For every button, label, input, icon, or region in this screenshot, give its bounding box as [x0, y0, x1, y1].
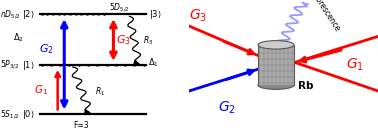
Text: $R_1$: $R_1$ [95, 85, 105, 98]
Text: $G_1$: $G_1$ [34, 83, 48, 97]
Text: F=3: F=3 [73, 121, 89, 130]
Text: $G_2$: $G_2$ [39, 43, 54, 56]
Polygon shape [258, 45, 294, 85]
Text: $\Delta_1$: $\Delta_1$ [148, 56, 158, 69]
Text: $|1\rangle$: $|1\rangle$ [22, 58, 34, 72]
Text: $|0\rangle$: $|0\rangle$ [22, 108, 34, 121]
Text: $nD_{5/2}$: $nD_{5/2}$ [0, 8, 21, 21]
Text: $5S_{1/2}$: $5S_{1/2}$ [0, 108, 20, 121]
Text: Fluorescence: Fluorescence [307, 0, 342, 33]
Text: $5D_{5/2}$: $5D_{5/2}$ [109, 1, 129, 14]
Text: $|3\rangle$: $|3\rangle$ [149, 8, 162, 21]
Text: $\Delta_2$: $\Delta_2$ [13, 31, 25, 44]
Ellipse shape [258, 41, 294, 49]
Text: $R_3$: $R_3$ [143, 34, 153, 47]
Text: $5P_{3/2}$: $5P_{3/2}$ [0, 59, 19, 71]
Text: $|2\rangle$: $|2\rangle$ [22, 8, 34, 21]
Ellipse shape [258, 81, 294, 89]
Text: $G_3$: $G_3$ [116, 33, 131, 47]
Text: $G_1$: $G_1$ [346, 57, 364, 73]
Text: $G_3$: $G_3$ [189, 7, 208, 24]
Text: Rb: Rb [298, 81, 314, 91]
Text: $G_2$: $G_2$ [218, 100, 236, 116]
